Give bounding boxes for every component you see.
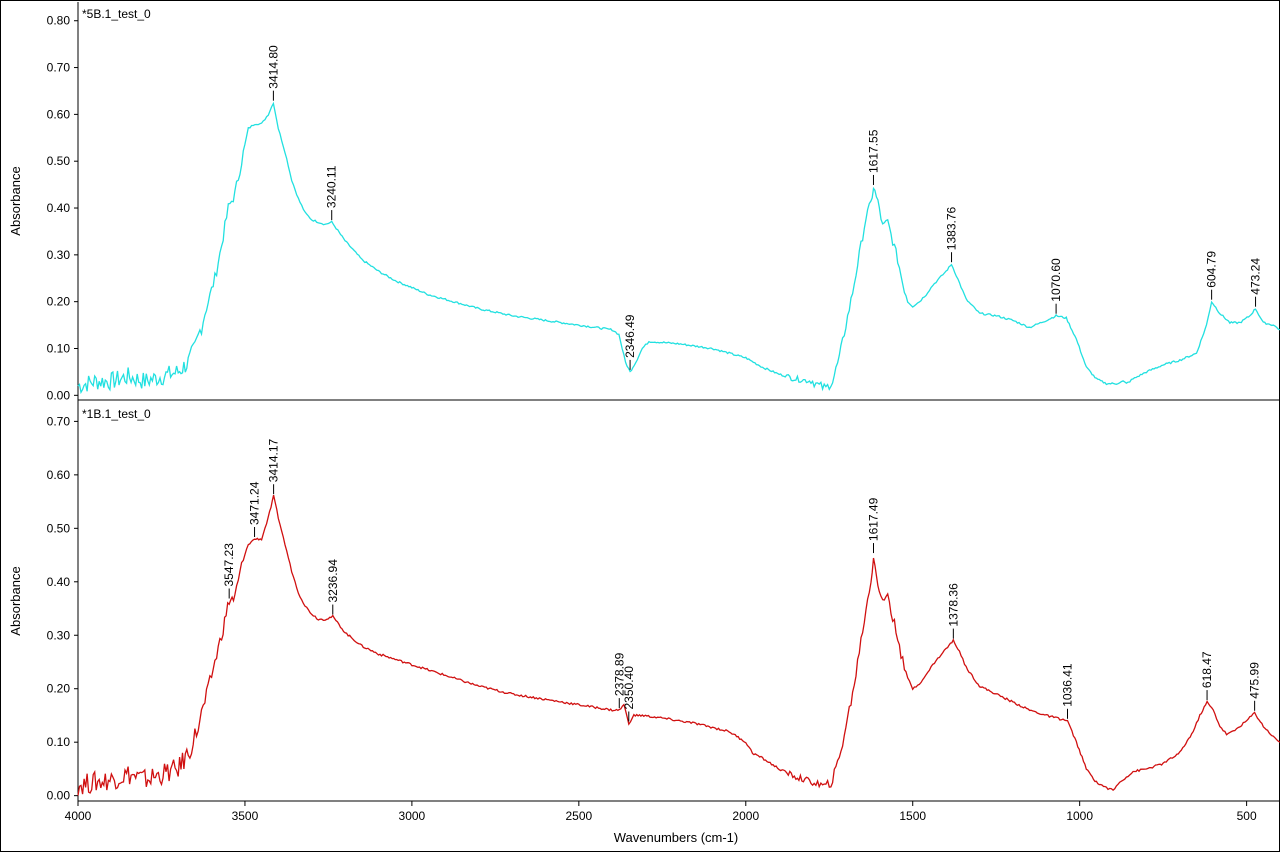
peak-label: 1070.60 (1049, 258, 1063, 302)
y-tick-label: 0.30 (47, 248, 71, 262)
panel-bottom-yticks: 0.00 0.10 0.20 0.30 0.40 0.50 0.60 0.70 (47, 414, 78, 803)
y-tick-label: 0.60 (47, 107, 71, 121)
x-axis-ticks: 4000 3500 3000 2500 2000 1500 1000 500 (65, 801, 1257, 823)
peak-label: 3414.17 (267, 438, 281, 482)
panel-top-ylabel: Absorbance (8, 166, 23, 235)
x-tick-label: 3500 (232, 809, 259, 823)
y-tick-label: 0.80 (47, 14, 71, 28)
panel-top-yticks: 0.00 0.10 0.20 0.30 0.40 0.50 0.60 0.70 0.80 (47, 14, 78, 402)
y-tick-label: 0.70 (47, 61, 71, 75)
x-tick-label: 500 (1237, 809, 1257, 823)
y-tick-label: 0.10 (47, 735, 71, 749)
y-tick-label: 0.10 (47, 341, 71, 355)
peak-label: 3547.23 (222, 543, 236, 587)
x-tick-label: 1000 (1066, 809, 1093, 823)
y-tick-label: 0.50 (47, 154, 71, 168)
x-tick-label: 4000 (65, 809, 92, 823)
peak-label: 475.99 (1248, 662, 1262, 699)
panel-top-peak-labels: 3414.80 3240.11 2346.49 1617.55 1383.76 1070.… (266, 45, 1263, 370)
x-tick-label: 2500 (565, 809, 592, 823)
peak-label: 604.79 (1205, 251, 1219, 288)
y-tick-label: 0.70 (47, 414, 71, 428)
peak-label: 2378.89 (612, 652, 626, 696)
peak-label: 2346.49 (623, 314, 637, 358)
y-tick-label: 0.40 (47, 201, 71, 215)
x-axis-label: Wavenumbers (cm-1) (614, 830, 738, 845)
panel-top: *5B.1_test_0 Absorbance 0.00 0.10 0.20 0.30… (8, 2, 1280, 402)
peak-label: 2350.40 (622, 666, 636, 710)
peak-label: 1383.76 (945, 206, 959, 250)
panel-top-series-line (77, 101, 1280, 395)
y-tick-label: 0.20 (47, 682, 71, 696)
peak-label: 1378.36 (946, 583, 960, 627)
y-tick-label: 0.60 (47, 468, 71, 482)
panel-bottom-ylabel: Absorbance (8, 566, 23, 635)
y-tick-label: 0.40 (47, 575, 71, 589)
peak-label: 3240.11 (325, 165, 339, 208)
peak-label: 3414.80 (266, 45, 280, 89)
y-tick-label: 0.00 (47, 388, 71, 402)
panel-bottom: *1B.1_test_0 Absorbance 0.00 0.10 0.20 0.30… (8, 400, 1280, 845)
peak-label: 473.24 (1249, 258, 1263, 295)
panel-bottom-series-line (77, 495, 1280, 796)
y-tick-label: 0.30 (47, 628, 71, 642)
panel-bottom-peak-labels: 3547.23 3471.24 3414.17 3236.94 2378.892350.… (222, 438, 1262, 722)
y-tick-label: 0.00 (47, 789, 71, 803)
peak-label: 618.47 (1200, 651, 1214, 688)
y-tick-label: 0.50 (47, 521, 71, 535)
peak-label: 3236.94 (326, 559, 340, 603)
x-tick-label: 1500 (899, 809, 926, 823)
panel-top-title: *5B.1_test_0 (82, 7, 151, 21)
peak-label: 1617.49 (867, 497, 881, 541)
peak-label: 3471.24 (248, 481, 262, 525)
peak-label: 1617.55 (867, 129, 881, 173)
peak-label: 1036.41 (1061, 663, 1075, 707)
x-tick-label: 3000 (399, 809, 426, 823)
panel-bottom-title: *1B.1_test_0 (82, 407, 151, 421)
x-tick-label: 2000 (732, 809, 759, 823)
y-tick-label: 0.20 (47, 295, 71, 309)
